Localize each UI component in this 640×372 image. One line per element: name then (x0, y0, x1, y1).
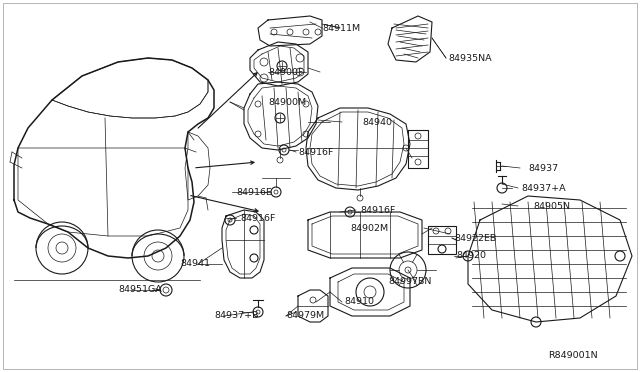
Text: 84937+B: 84937+B (214, 311, 259, 321)
Text: 84905N: 84905N (533, 202, 570, 211)
Text: 84937+A: 84937+A (521, 183, 566, 192)
Text: 84916F: 84916F (360, 205, 396, 215)
Text: 84900F: 84900F (268, 67, 303, 77)
Text: 84910: 84910 (344, 298, 374, 307)
Text: 84916E: 84916E (236, 187, 272, 196)
Text: 84916F: 84916F (298, 148, 333, 157)
Text: 84937: 84937 (528, 164, 558, 173)
Text: 84900M: 84900M (268, 97, 306, 106)
Text: 84940: 84940 (362, 118, 392, 126)
Text: 84920: 84920 (456, 251, 486, 260)
Text: 84979M: 84979M (286, 311, 324, 321)
Text: 84922EB: 84922EB (454, 234, 496, 243)
Text: 84902M: 84902M (350, 224, 388, 232)
Text: 84935NA: 84935NA (448, 54, 492, 62)
Text: R849001N: R849001N (548, 352, 598, 360)
Text: 84997BN: 84997BN (388, 278, 431, 286)
Text: 84916F: 84916F (240, 214, 275, 222)
Text: 84951GA: 84951GA (118, 285, 162, 295)
Text: 84941: 84941 (180, 260, 210, 269)
Text: 84911M: 84911M (322, 23, 360, 32)
